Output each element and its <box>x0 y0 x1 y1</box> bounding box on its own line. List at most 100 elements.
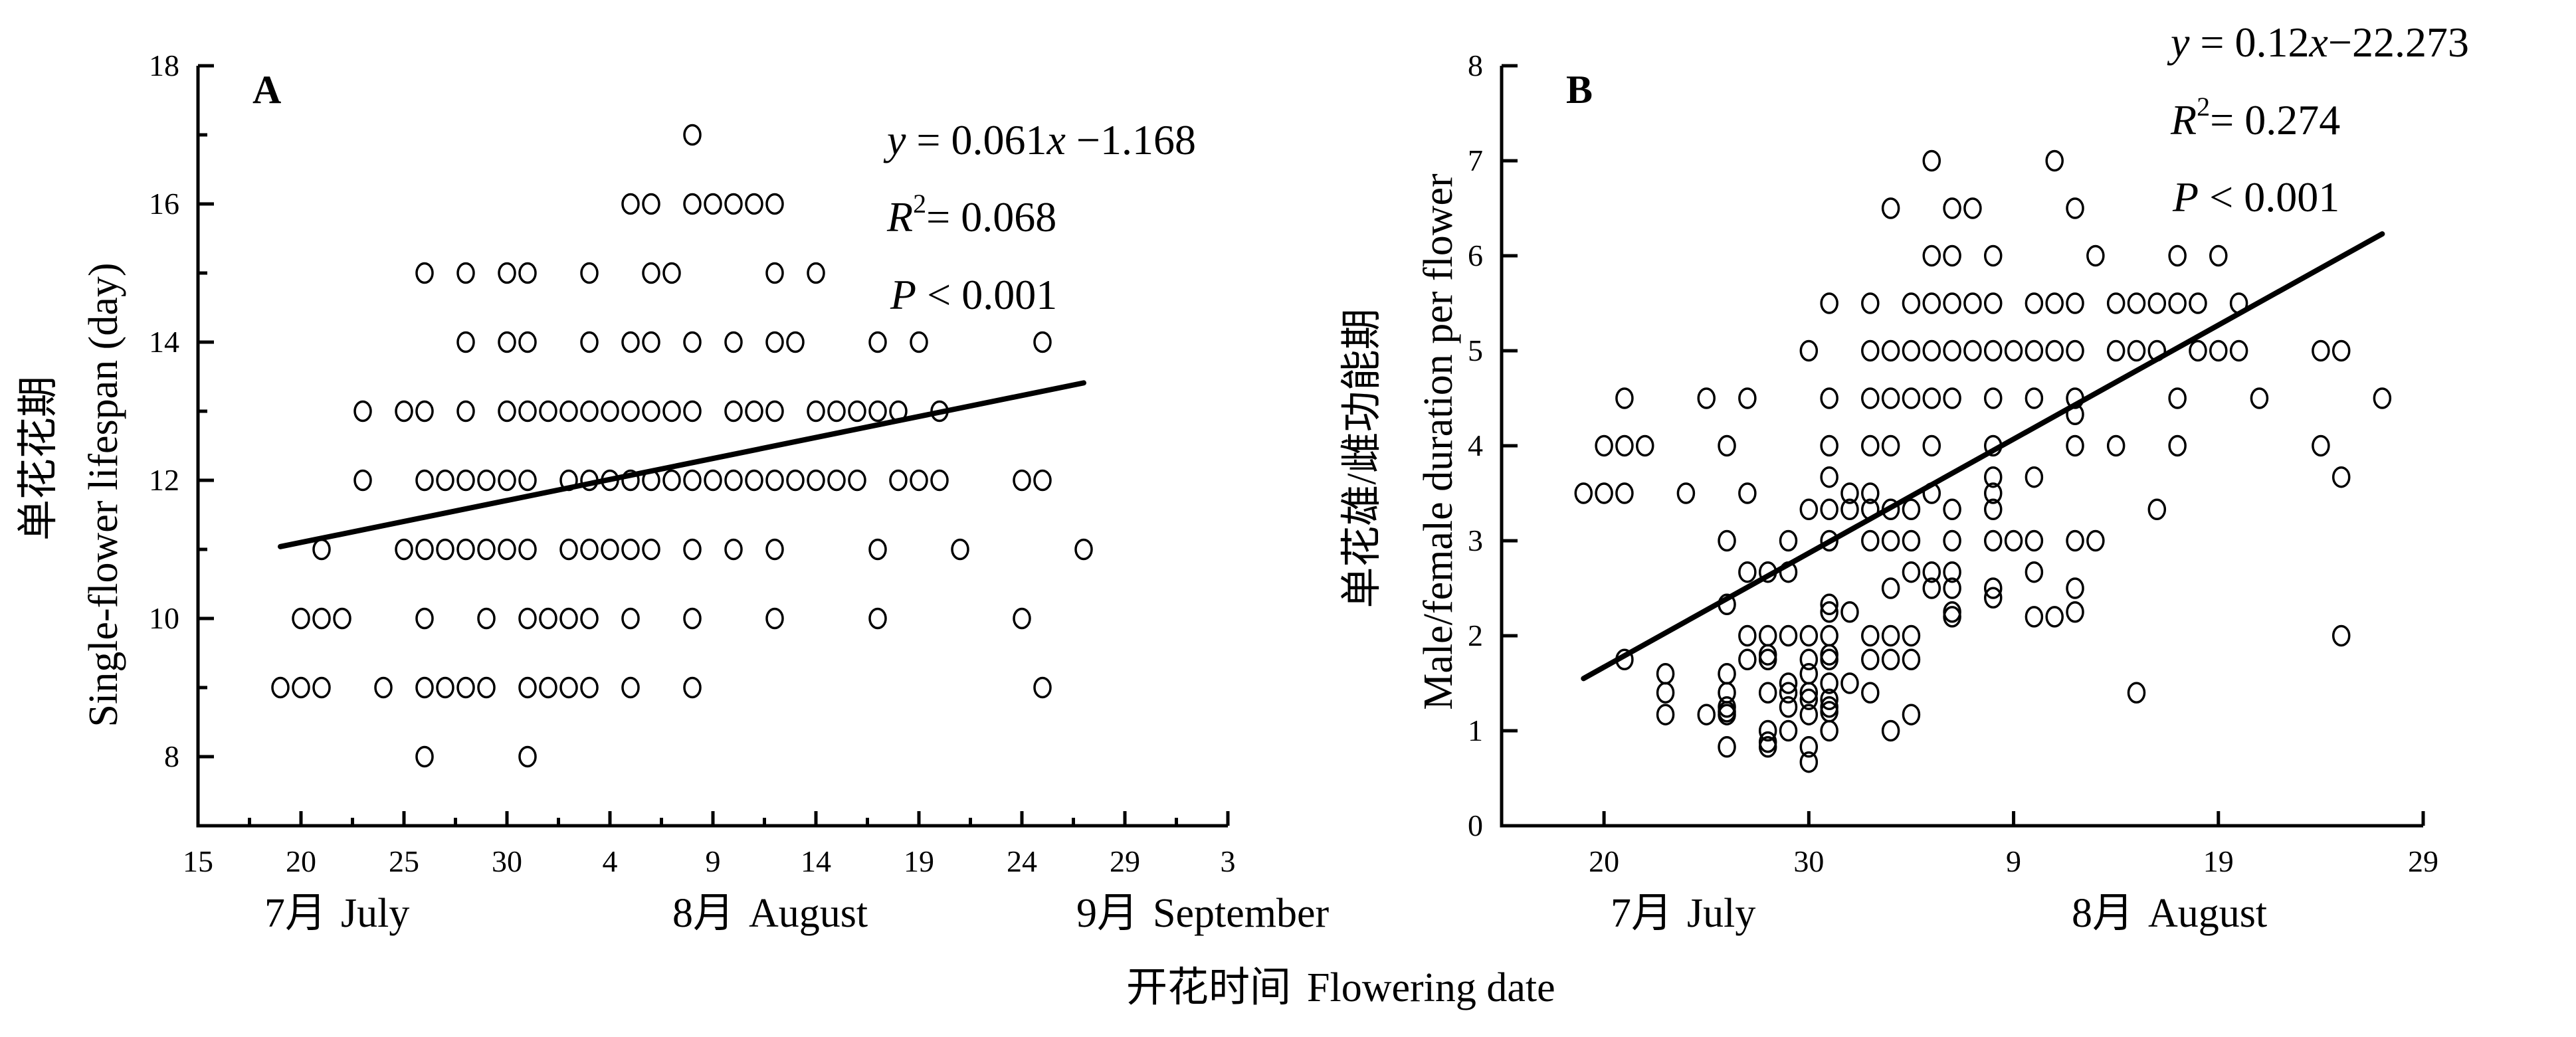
y-axis-title-en-b: Male/female duration per flower <box>1416 173 1461 710</box>
data-point <box>1840 672 1859 694</box>
data-point <box>1758 731 1777 753</box>
data-point <box>807 469 825 492</box>
data-point <box>1033 469 1052 492</box>
p-label-b: P <box>2172 173 2199 221</box>
data-point <box>2066 339 2084 362</box>
data-point <box>1656 662 1675 685</box>
y-tick-label: 7 <box>1468 143 1483 177</box>
data-point <box>1820 387 1838 409</box>
data-point <box>1636 434 1654 457</box>
data-point <box>498 469 516 492</box>
data-point <box>1943 561 1961 583</box>
x-tick-label: 3 <box>1221 844 1236 878</box>
data-point <box>1922 434 1941 457</box>
data-point <box>1656 682 1675 704</box>
data-point <box>1820 601 1838 623</box>
data-point <box>683 400 702 423</box>
p-label-a: P <box>890 271 916 318</box>
month-en: August <box>749 891 868 936</box>
data-point <box>580 262 599 284</box>
data-point <box>2025 292 2044 314</box>
data-point <box>1881 197 1900 219</box>
x-tick-label: 9 <box>2006 844 2021 878</box>
fit-line-a <box>278 380 1086 549</box>
data-point <box>2209 244 2228 267</box>
data-point <box>683 607 702 630</box>
data-point <box>1902 561 1921 583</box>
data-point <box>2147 292 2167 314</box>
data-point <box>2312 339 2330 362</box>
x-tick-label: 30 <box>492 844 522 878</box>
data-point <box>539 676 557 699</box>
eq-tail-a: −1.168 <box>1066 116 1196 163</box>
month-en: August <box>2148 891 2267 936</box>
data-point <box>518 538 537 561</box>
data-point <box>1013 469 1031 492</box>
data-point <box>1943 339 1961 362</box>
data-point <box>1718 704 1736 725</box>
panel-label-a: A <box>252 68 281 112</box>
data-point <box>1943 387 1961 409</box>
r-squared-b: R2= 0.274 <box>2170 92 2340 143</box>
data-point <box>1820 624 1838 647</box>
data-point <box>683 331 702 353</box>
data-point <box>518 745 537 768</box>
data-point <box>1922 387 1941 409</box>
data-point <box>1799 339 1819 362</box>
data-point <box>2045 606 2064 628</box>
x-tick-label: 15 <box>183 844 213 878</box>
p-value-text-a: < 0.001 <box>916 271 1057 318</box>
data-point <box>1074 538 1093 561</box>
y-tick-label: 4 <box>1468 428 1483 462</box>
data-point <box>2147 498 2167 521</box>
data-point <box>1902 624 1921 647</box>
data-point <box>415 400 434 423</box>
data-point <box>498 262 516 284</box>
eq-y-a: y <box>883 116 906 163</box>
data-point <box>1902 529 1921 552</box>
data-point <box>292 676 310 699</box>
data-point <box>436 469 454 492</box>
r2-sup-b: 2 <box>2197 92 2210 122</box>
data-point <box>1820 466 1838 488</box>
data-point <box>1820 498 1838 521</box>
r2-value-a: = 0.068 <box>926 193 1056 240</box>
data-point <box>1738 482 1757 504</box>
data-point <box>683 676 702 699</box>
data-point <box>601 538 619 561</box>
data-point <box>456 262 475 284</box>
data-point <box>1033 676 1052 699</box>
data-point <box>1820 688 1838 711</box>
data-point <box>1983 482 2003 504</box>
y-axis-title-en-a: Single-flower lifespan (day) <box>81 263 126 727</box>
data-point <box>1983 339 2003 362</box>
data-point <box>456 676 475 699</box>
data-point <box>2025 529 2044 552</box>
x-tick-label: 29 <box>2408 844 2438 878</box>
data-point <box>642 538 660 561</box>
data-point <box>1922 292 1941 314</box>
data-point <box>827 400 846 423</box>
data-point <box>1799 751 1819 773</box>
data-point <box>786 331 805 353</box>
month-cn: 8月 <box>2072 891 2133 936</box>
data-point <box>539 607 557 630</box>
data-point <box>1943 529 1961 552</box>
x-tick-label: 25 <box>389 844 419 878</box>
data-point <box>2127 682 2146 704</box>
data-point <box>765 607 784 630</box>
data-point <box>868 400 887 423</box>
data-point <box>580 538 599 561</box>
data-point <box>1820 701 1838 723</box>
y-tick-label: 8 <box>1468 48 1483 82</box>
data-point <box>1840 498 1859 521</box>
data-point <box>1861 482 1880 504</box>
data-point <box>1718 662 1736 685</box>
data-point <box>1881 624 1900 647</box>
data-point <box>1738 561 1757 583</box>
x-tick-label: 4 <box>603 844 618 878</box>
data-point <box>1820 719 1838 742</box>
data-point <box>1963 197 1982 219</box>
eq-x-b: x <box>2309 19 2328 66</box>
data-point <box>1861 387 1880 409</box>
